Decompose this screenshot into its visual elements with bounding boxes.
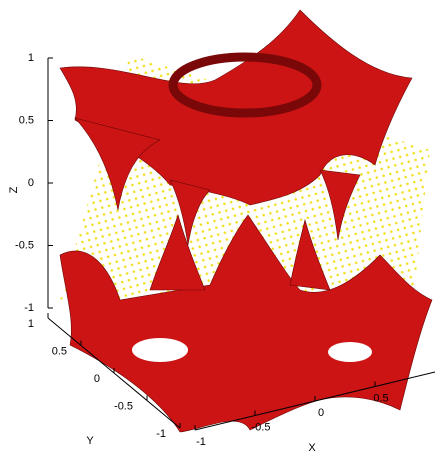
z-tick-label: -1 [24, 302, 34, 314]
z-tick-label: -0.5 [15, 239, 34, 251]
z-tick-label: 0.5 [19, 114, 34, 126]
x-tick-label: -0.5 [252, 421, 271, 433]
z-tick-label: 1 [28, 52, 34, 64]
y-tick-label: 0.5 [52, 345, 67, 357]
y-tick-label: -1 [156, 428, 166, 440]
x-tick-label: -1 [196, 436, 206, 448]
page: Z Y X -1-0.500.5-1-0.500.51-1-0.500.51 (… [0, 0, 443, 455]
y-tick-label: -0.5 [114, 400, 133, 412]
hole [132, 338, 188, 362]
z-axis-label: Z [8, 186, 20, 193]
hole [328, 342, 372, 362]
x-axis-label: X [308, 442, 316, 454]
y-tick-label: 1 [28, 318, 34, 330]
y-tick-label: 0 [94, 373, 100, 385]
y-axis-label: Y [86, 435, 94, 447]
z-tick-label: 0 [28, 177, 34, 189]
chart: Z Y X -1 -0.5 0 0.5 -1 -0.5 0 0.5 1 -1 -0.5 0 0.5 1 [0, 0, 443, 455]
x-tick-label: 0 [318, 407, 324, 419]
x-tick-label: 0.5 [373, 392, 388, 404]
